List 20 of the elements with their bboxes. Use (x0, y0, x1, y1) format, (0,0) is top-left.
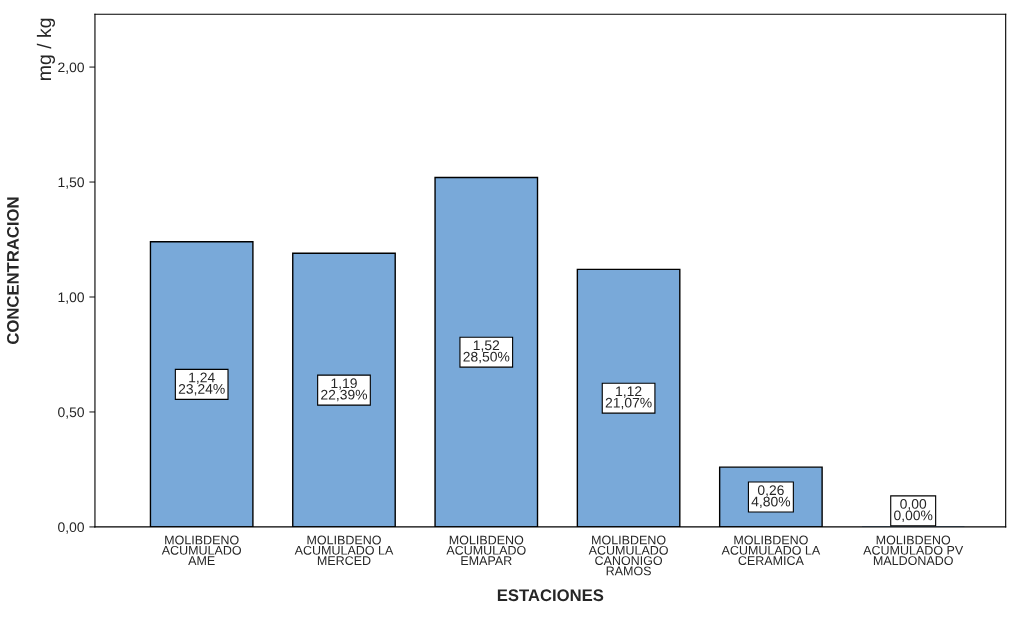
y-tick-label: 2,00 (58, 62, 84, 74)
data-label: 1,12 21,07% (605, 386, 652, 410)
y-tick-label: 1,50 (58, 177, 84, 189)
data-label: 1,24 23,24% (178, 372, 225, 396)
data-label: 0,26 4,80% (751, 485, 791, 509)
data-label: 1,19 22,39% (321, 378, 368, 402)
text: mg / kg (36, 18, 56, 80)
y-tick-label: 1,00 (58, 292, 84, 304)
data-label: 0,00 0,00% (894, 499, 933, 522)
x-tick-label: MOLIBDENO ACUMULADO AME (161, 535, 242, 565)
y-tick-label: 0,00 (58, 522, 84, 534)
x-axis-title: ESTACIONES (497, 589, 604, 602)
x-tick-label: MOLIBDENO ACUMULADO CANONIGO RAMOS (588, 535, 668, 576)
data-label: 1,52 28,50% (463, 340, 510, 364)
y-axis-title: CONCENTRACION (7, 197, 19, 344)
x-tick-label: MOLIBDENO ACUMULADO PV MALDONADO (863, 535, 964, 566)
x-tick-label: MOLIBDENO ACUMULADO EMAPAR (446, 535, 526, 565)
x-tick-label: MOLIBDENO ACUMULADO LA CERAMICA (721, 535, 821, 566)
x-tick-label: MOLIBDENO ACUMULADO LA MERCED (294, 535, 394, 566)
y-tick-label: 0,50 (58, 407, 84, 419)
